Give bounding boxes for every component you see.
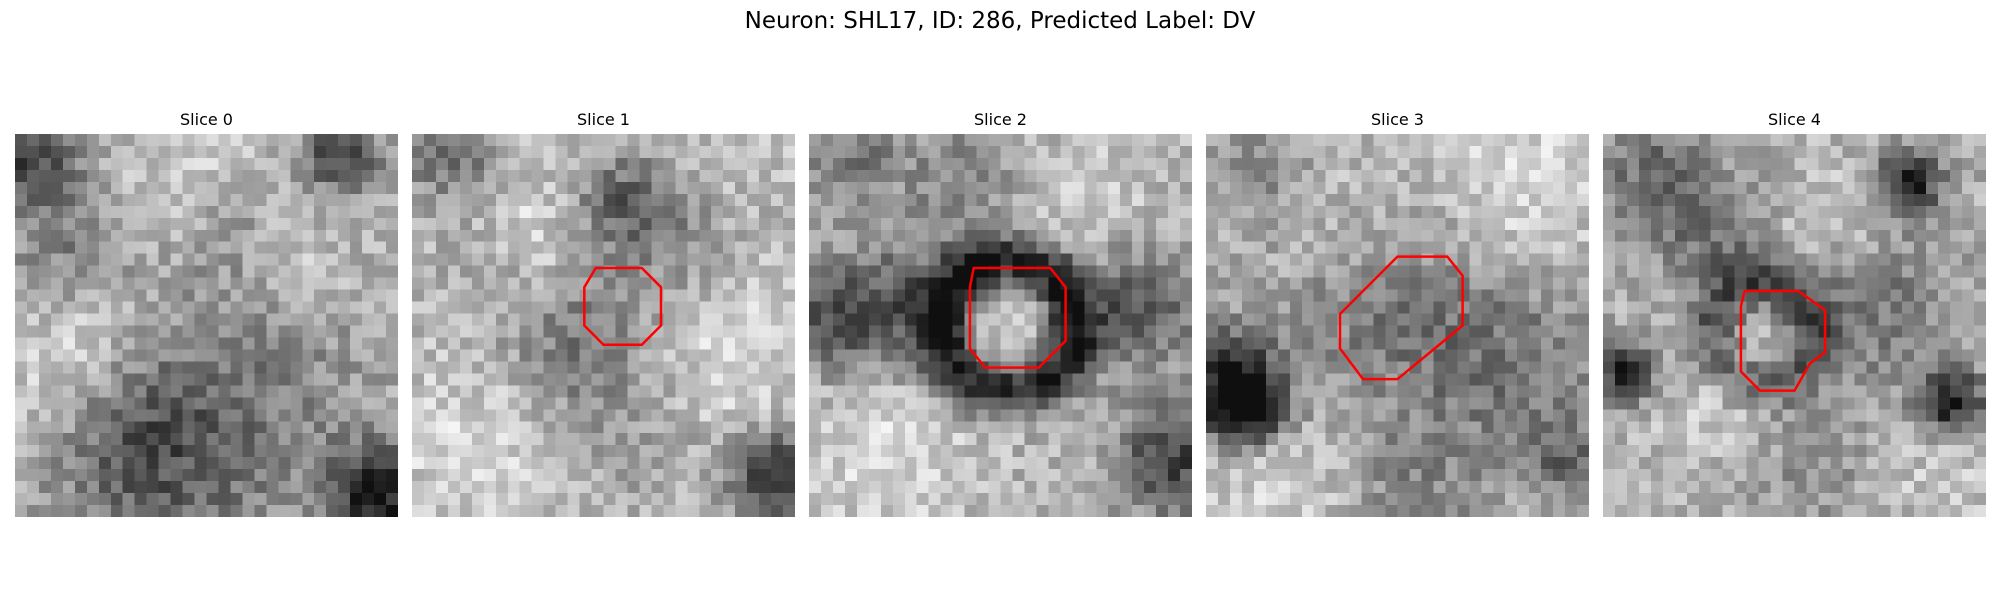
roi-overlay <box>1739 289 1827 392</box>
roi-overlay <box>583 266 663 346</box>
roi-outline <box>968 266 1067 369</box>
slice-panel-4: Slice 4 <box>1603 108 1986 517</box>
roi-overlay <box>1338 255 1464 381</box>
roi-overlay <box>968 266 1067 369</box>
roi-overlay <box>15 134 398 517</box>
slice-title: Slice 0 <box>180 110 233 129</box>
slice-title: Slice 4 <box>1768 110 1821 129</box>
slice-title: Slice 1 <box>577 110 630 129</box>
slice-image <box>15 134 398 517</box>
slice-image <box>1206 134 1589 517</box>
slice-title: Slice 2 <box>974 110 1027 129</box>
figure-title: Neuron: SHL17, ID: 286, Predicted Label:… <box>744 8 1256 34</box>
roi-outline <box>1739 289 1827 392</box>
slice-panel-3: Slice 3 <box>1206 108 1589 517</box>
slice-image <box>809 134 1192 517</box>
slice-panel-0: Slice 0 <box>15 108 398 517</box>
slice-panel-1: Slice 1 <box>412 108 795 517</box>
roi-outline <box>1338 255 1464 381</box>
roi-outline <box>583 266 663 346</box>
slice-title: Slice 3 <box>1371 110 1424 129</box>
slice-panel-2: Slice 2 <box>809 108 1192 517</box>
slice-image <box>1603 134 1986 517</box>
slice-image <box>412 134 795 517</box>
